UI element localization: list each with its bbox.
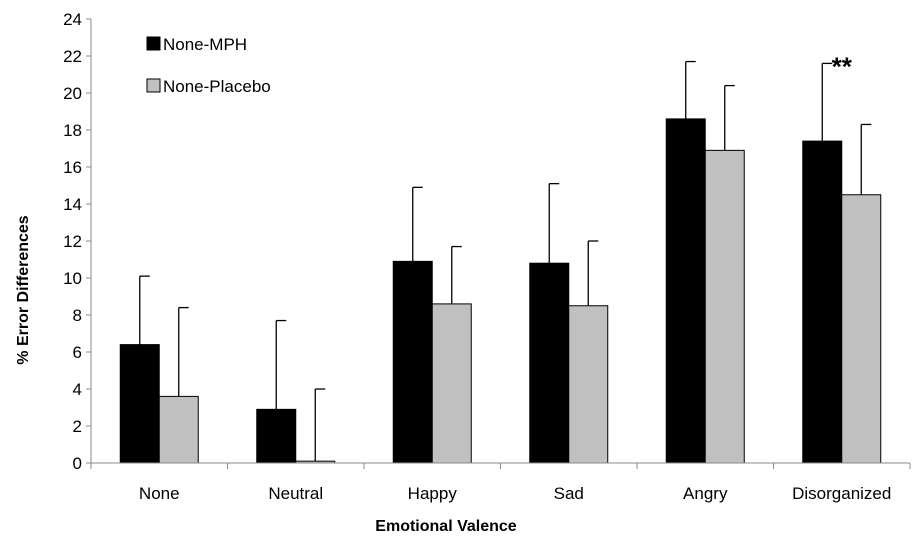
y-axis-title: % Error Differences	[15, 215, 32, 364]
legend: None-MPH None-Placebo	[146, 35, 271, 96]
y-tick-label: 10	[63, 269, 82, 288]
bar-none-mph-none	[119, 344, 160, 464]
legend-swatch-none-placebo	[146, 78, 161, 93]
bar-none-placebo-angry	[704, 149, 745, 464]
bar-none-placebo-disorganized	[841, 194, 882, 464]
y-tick-label: 22	[63, 47, 82, 66]
x-axis-ticks: None Neutral Happy Sad Angry Disorganized	[90, 463, 911, 503]
y-tick-label: 2	[73, 417, 82, 436]
y-tick-label: 8	[73, 306, 82, 325]
x-tick-label: Disorganized	[792, 484, 891, 503]
x-tick-label: Happy	[408, 484, 458, 503]
y-tick-label: 6	[73, 343, 82, 362]
x-axis-title: Emotional Valence	[375, 518, 516, 535]
bar-none-placebo-none	[158, 395, 199, 464]
y-tick-label: 24	[63, 10, 82, 29]
x-tick-label: Angry	[683, 484, 728, 503]
x-tick-label: Sad	[554, 484, 584, 503]
legend-label-none-placebo: None-Placebo	[163, 77, 271, 96]
bar-none-placebo-sad	[568, 305, 609, 464]
bar-none-mph-angry	[665, 118, 706, 464]
bar-none-mph-disorganized	[802, 140, 843, 464]
y-tick-label: 12	[63, 232, 82, 251]
bars	[119, 118, 882, 464]
y-tick-label: 4	[73, 380, 82, 399]
significance-annotation: **	[832, 52, 853, 82]
bar-none-mph-sad	[529, 262, 570, 464]
y-tick-label: 0	[73, 454, 82, 473]
legend-swatch-none-mph	[146, 36, 161, 51]
error-bars	[139, 60, 872, 462]
x-tick-label: None	[139, 484, 180, 503]
x-tick-label: Neutral	[268, 484, 323, 503]
legend-label-none-mph: None-MPH	[163, 35, 247, 54]
bar-none-mph-neutral	[256, 408, 297, 464]
y-tick-label: 14	[63, 195, 82, 214]
y-tick-label: 16	[63, 158, 82, 177]
bar-none-placebo-happy	[431, 303, 472, 464]
y-tick-label: 18	[63, 121, 82, 140]
y-tick-label: 20	[63, 84, 82, 103]
bar-none-mph-happy	[392, 260, 433, 464]
